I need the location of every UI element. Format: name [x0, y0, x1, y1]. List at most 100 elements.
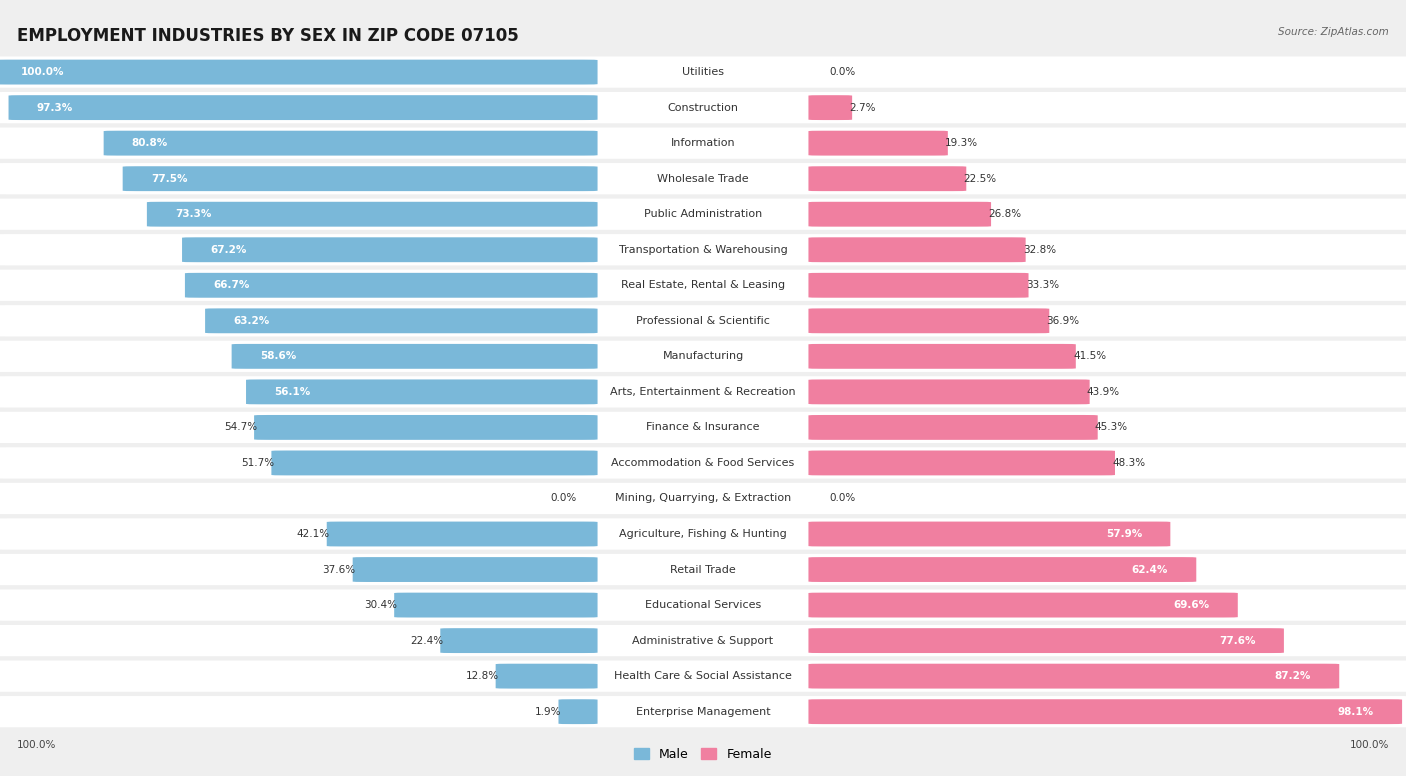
FancyBboxPatch shape: [181, 237, 598, 262]
FancyBboxPatch shape: [0, 376, 1406, 407]
Text: 42.1%: 42.1%: [297, 529, 329, 539]
Text: 22.4%: 22.4%: [411, 636, 443, 646]
Legend: Male, Female: Male, Female: [630, 743, 776, 766]
Text: 87.2%: 87.2%: [1275, 671, 1312, 681]
Text: Public Administration: Public Administration: [644, 210, 762, 219]
Text: 12.8%: 12.8%: [465, 671, 499, 681]
FancyBboxPatch shape: [0, 660, 1406, 691]
Text: 36.9%: 36.9%: [1046, 316, 1080, 326]
Text: 30.4%: 30.4%: [364, 600, 396, 610]
FancyBboxPatch shape: [0, 163, 1406, 194]
FancyBboxPatch shape: [0, 341, 1406, 372]
Text: 66.7%: 66.7%: [214, 280, 249, 290]
Text: 56.1%: 56.1%: [274, 387, 311, 397]
Text: 58.6%: 58.6%: [260, 352, 297, 362]
Text: Source: ZipAtlas.com: Source: ZipAtlas.com: [1278, 27, 1389, 37]
FancyBboxPatch shape: [8, 95, 598, 120]
Text: 73.3%: 73.3%: [174, 210, 211, 219]
FancyBboxPatch shape: [808, 593, 1237, 618]
Text: 100.0%: 100.0%: [1350, 740, 1389, 750]
Text: 48.3%: 48.3%: [1112, 458, 1146, 468]
Text: Construction: Construction: [668, 102, 738, 113]
Text: 19.3%: 19.3%: [945, 138, 979, 148]
FancyBboxPatch shape: [0, 305, 1406, 337]
Text: Agriculture, Fishing & Hunting: Agriculture, Fishing & Hunting: [619, 529, 787, 539]
Text: 67.2%: 67.2%: [209, 244, 246, 255]
FancyBboxPatch shape: [353, 557, 598, 582]
Text: 100.0%: 100.0%: [17, 740, 56, 750]
FancyBboxPatch shape: [808, 202, 991, 227]
FancyBboxPatch shape: [0, 483, 1406, 514]
FancyBboxPatch shape: [122, 166, 598, 191]
Text: Educational Services: Educational Services: [645, 600, 761, 610]
FancyBboxPatch shape: [808, 308, 1049, 333]
Text: Accommodation & Food Services: Accommodation & Food Services: [612, 458, 794, 468]
FancyBboxPatch shape: [808, 699, 1402, 724]
FancyBboxPatch shape: [186, 273, 598, 298]
Text: 0.0%: 0.0%: [830, 494, 856, 504]
Text: 77.5%: 77.5%: [150, 174, 187, 184]
Text: Arts, Entertainment & Recreation: Arts, Entertainment & Recreation: [610, 387, 796, 397]
Text: 57.9%: 57.9%: [1107, 529, 1142, 539]
Text: Enterprise Management: Enterprise Management: [636, 707, 770, 717]
FancyBboxPatch shape: [808, 663, 1340, 688]
Text: 51.7%: 51.7%: [240, 458, 274, 468]
FancyBboxPatch shape: [246, 379, 598, 404]
FancyBboxPatch shape: [232, 344, 598, 369]
FancyBboxPatch shape: [0, 92, 1406, 123]
Text: 2.7%: 2.7%: [849, 102, 876, 113]
Text: 100.0%: 100.0%: [21, 67, 65, 77]
Text: Information: Information: [671, 138, 735, 148]
Text: Administrative & Support: Administrative & Support: [633, 636, 773, 646]
Text: Manufacturing: Manufacturing: [662, 352, 744, 362]
FancyBboxPatch shape: [808, 273, 1029, 298]
Text: 63.2%: 63.2%: [233, 316, 270, 326]
FancyBboxPatch shape: [0, 590, 1406, 621]
FancyBboxPatch shape: [496, 663, 598, 688]
FancyBboxPatch shape: [808, 237, 1025, 262]
Text: 98.1%: 98.1%: [1339, 707, 1374, 717]
Text: 32.8%: 32.8%: [1022, 244, 1056, 255]
FancyBboxPatch shape: [808, 451, 1115, 476]
Text: 45.3%: 45.3%: [1095, 422, 1128, 432]
Text: EMPLOYMENT INDUSTRIES BY SEX IN ZIP CODE 07105: EMPLOYMENT INDUSTRIES BY SEX IN ZIP CODE…: [17, 27, 519, 45]
Text: Transportation & Warehousing: Transportation & Warehousing: [619, 244, 787, 255]
Text: 97.3%: 97.3%: [37, 102, 73, 113]
FancyBboxPatch shape: [808, 166, 966, 191]
Text: 0.0%: 0.0%: [550, 494, 576, 504]
Text: Real Estate, Rental & Leasing: Real Estate, Rental & Leasing: [621, 280, 785, 290]
FancyBboxPatch shape: [558, 699, 598, 724]
Text: 33.3%: 33.3%: [1026, 280, 1059, 290]
FancyBboxPatch shape: [254, 415, 598, 440]
FancyBboxPatch shape: [808, 415, 1098, 440]
FancyBboxPatch shape: [0, 199, 1406, 230]
FancyBboxPatch shape: [326, 521, 598, 546]
Text: 43.9%: 43.9%: [1087, 387, 1121, 397]
FancyBboxPatch shape: [808, 130, 948, 155]
Text: Finance & Insurance: Finance & Insurance: [647, 422, 759, 432]
FancyBboxPatch shape: [0, 554, 1406, 585]
FancyBboxPatch shape: [0, 234, 1406, 265]
Text: Utilities: Utilities: [682, 67, 724, 77]
FancyBboxPatch shape: [808, 344, 1076, 369]
Text: 77.6%: 77.6%: [1219, 636, 1256, 646]
FancyBboxPatch shape: [0, 447, 1406, 479]
FancyBboxPatch shape: [0, 127, 1406, 159]
FancyBboxPatch shape: [808, 521, 1170, 546]
FancyBboxPatch shape: [0, 625, 1406, 656]
Text: 37.6%: 37.6%: [322, 565, 356, 574]
Text: 0.0%: 0.0%: [830, 67, 856, 77]
FancyBboxPatch shape: [0, 57, 1406, 88]
Text: 54.7%: 54.7%: [224, 422, 257, 432]
Text: Wholesale Trade: Wholesale Trade: [657, 174, 749, 184]
Text: Retail Trade: Retail Trade: [671, 565, 735, 574]
Text: 26.8%: 26.8%: [988, 210, 1021, 219]
FancyBboxPatch shape: [808, 629, 1284, 653]
FancyBboxPatch shape: [205, 308, 598, 333]
Text: 80.8%: 80.8%: [132, 138, 169, 148]
FancyBboxPatch shape: [0, 412, 1406, 443]
FancyBboxPatch shape: [271, 451, 598, 476]
Text: 41.5%: 41.5%: [1073, 352, 1107, 362]
Text: 22.5%: 22.5%: [963, 174, 997, 184]
Text: 62.4%: 62.4%: [1132, 565, 1168, 574]
